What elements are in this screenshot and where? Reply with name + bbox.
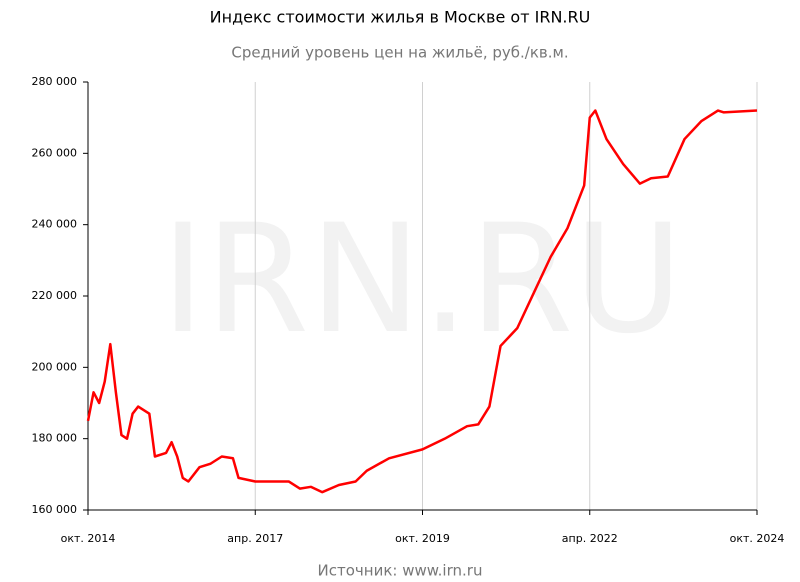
y-tick-label: 280 000 bbox=[32, 75, 78, 88]
line-series bbox=[86, 109, 758, 494]
x-tick-label: апр. 2017 bbox=[227, 532, 283, 545]
y-tick-label: 200 000 bbox=[32, 360, 78, 373]
x-tick-label: окт. 2014 bbox=[61, 532, 116, 545]
chart-title: Индекс стоимости жилья в Москве от IRN.R… bbox=[210, 8, 591, 27]
y-tick-label: 260 000 bbox=[32, 146, 78, 159]
y-tick-label: 220 000 bbox=[32, 289, 78, 302]
y-tick-label: 180 000 bbox=[32, 432, 78, 445]
y-tick-label: 160 000 bbox=[32, 503, 78, 516]
chart-subtitle: Средний уровень цен на жильё, руб./кв.м. bbox=[231, 44, 568, 62]
y-tick-label: 240 000 bbox=[32, 218, 78, 231]
source: Источник: www.irn.ru bbox=[318, 562, 483, 580]
x-tick-label: апр. 2022 bbox=[562, 532, 618, 545]
x-tick-label: окт. 2019 bbox=[395, 532, 450, 545]
x-tick-label: окт. 2024 bbox=[730, 532, 785, 545]
